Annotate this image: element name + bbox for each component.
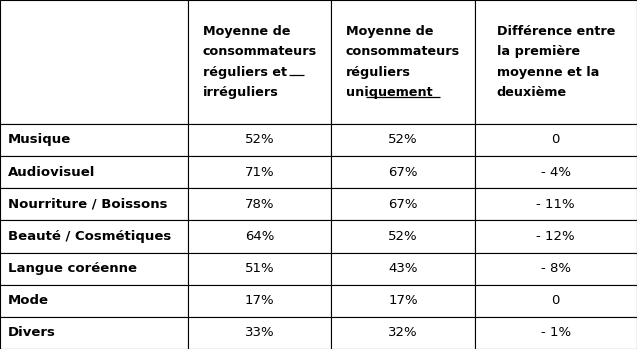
Bar xyxy=(188,253,331,285)
Text: 78%: 78% xyxy=(245,198,275,211)
Text: 67%: 67% xyxy=(388,166,418,179)
Bar xyxy=(475,124,637,156)
Text: 33%: 33% xyxy=(245,326,275,340)
Text: - 8%: - 8% xyxy=(541,262,571,275)
Bar xyxy=(475,188,637,220)
Bar xyxy=(475,253,637,285)
Bar xyxy=(475,0,637,124)
Bar xyxy=(475,220,637,253)
Text: - 4%: - 4% xyxy=(541,166,571,179)
Bar xyxy=(188,220,331,253)
Bar xyxy=(188,317,331,349)
Text: Différence entre
la première
moyenne et la
deuxième: Différence entre la première moyenne et … xyxy=(497,25,615,99)
Bar xyxy=(0,156,188,188)
Bar xyxy=(331,317,475,349)
Text: - 12%: - 12% xyxy=(536,230,575,243)
Bar xyxy=(0,285,188,317)
Bar xyxy=(475,156,637,188)
Bar xyxy=(331,124,475,156)
Bar xyxy=(331,156,475,188)
Bar xyxy=(188,285,331,317)
Text: 52%: 52% xyxy=(388,230,418,243)
Text: 52%: 52% xyxy=(245,133,275,147)
Text: Beauté / Cosmétiques: Beauté / Cosmétiques xyxy=(8,230,171,243)
Text: 32%: 32% xyxy=(388,326,418,340)
Bar xyxy=(331,0,475,124)
Text: 71%: 71% xyxy=(245,166,275,179)
Text: 52%: 52% xyxy=(388,133,418,147)
Bar xyxy=(475,285,637,317)
Text: Divers: Divers xyxy=(8,326,55,340)
Text: 67%: 67% xyxy=(388,198,418,211)
Bar xyxy=(331,220,475,253)
Bar xyxy=(475,317,637,349)
Text: - 11%: - 11% xyxy=(536,198,575,211)
Bar xyxy=(0,0,188,124)
Bar xyxy=(188,188,331,220)
Text: Mode: Mode xyxy=(8,294,48,307)
Text: Audiovisuel: Audiovisuel xyxy=(8,166,95,179)
Text: 17%: 17% xyxy=(245,294,275,307)
Text: Nourriture / Boissons: Nourriture / Boissons xyxy=(8,198,167,211)
Text: Moyenne de
consommateurs
réguliers
uniquement: Moyenne de consommateurs réguliers uniqu… xyxy=(346,25,460,99)
Text: Musique: Musique xyxy=(8,133,71,147)
Text: 64%: 64% xyxy=(245,230,275,243)
Text: Langue coréenne: Langue coréenne xyxy=(8,262,137,275)
Text: - 1%: - 1% xyxy=(541,326,571,340)
Bar xyxy=(188,0,331,124)
Text: 17%: 17% xyxy=(388,294,418,307)
Text: 51%: 51% xyxy=(245,262,275,275)
Bar xyxy=(0,220,188,253)
Text: 0: 0 xyxy=(552,133,560,147)
Text: Moyenne de
consommateurs
réguliers et
irréguliers: Moyenne de consommateurs réguliers et ir… xyxy=(203,25,317,99)
Bar xyxy=(188,156,331,188)
Bar xyxy=(0,188,188,220)
Bar xyxy=(331,285,475,317)
Bar xyxy=(0,317,188,349)
Text: 43%: 43% xyxy=(388,262,418,275)
Bar xyxy=(331,188,475,220)
Bar xyxy=(0,124,188,156)
Bar xyxy=(331,253,475,285)
Bar xyxy=(188,124,331,156)
Text: 0: 0 xyxy=(552,294,560,307)
Bar xyxy=(0,253,188,285)
